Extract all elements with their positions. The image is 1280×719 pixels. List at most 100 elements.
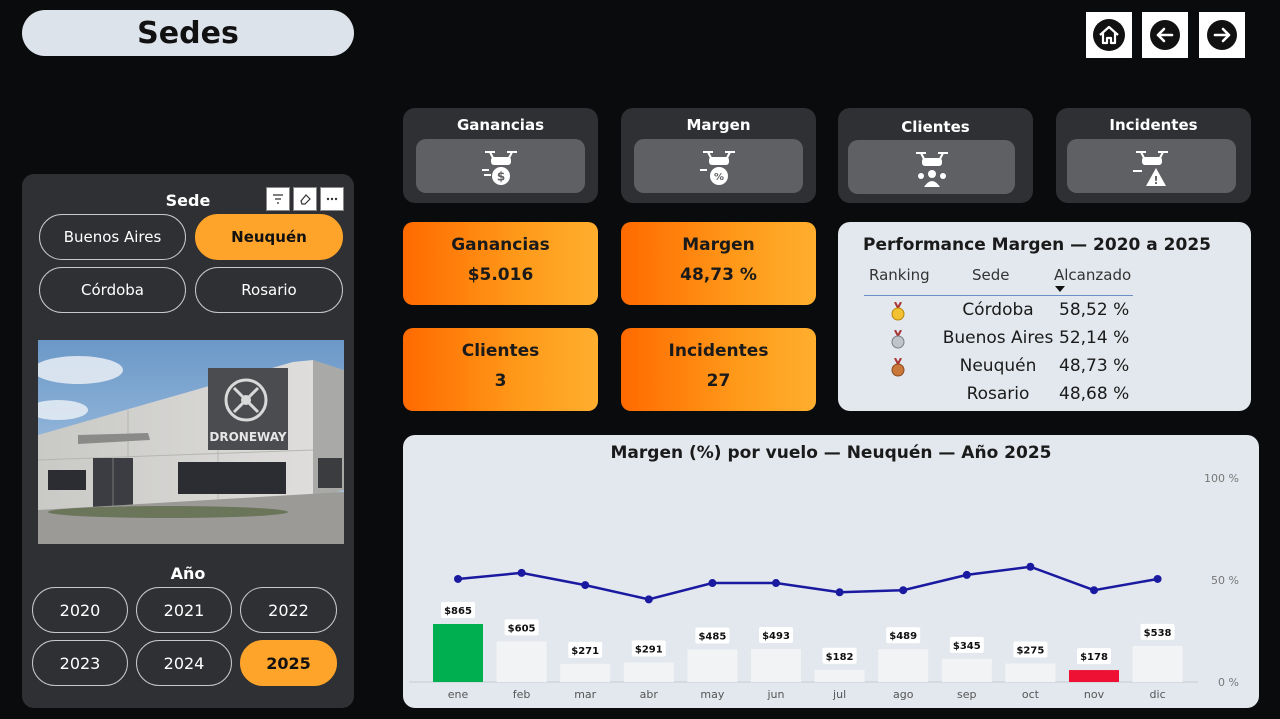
chart-title: Margen (%) por vuelo — Neuquén — Año 202… xyxy=(610,443,1052,463)
bar-ene xyxy=(433,624,483,682)
tile-ganancias[interactable]: Ganancias $ xyxy=(403,108,598,203)
row-value: 48,73 % xyxy=(1059,356,1130,376)
year-option-2021[interactable]: 2021 xyxy=(136,587,232,633)
bar-nov xyxy=(1069,670,1119,682)
tile-margen[interactable]: Margen % xyxy=(621,108,816,203)
kpi-value: 3 xyxy=(494,371,507,391)
drone-client-icon xyxy=(915,152,948,187)
tile-clientes[interactable]: Clientes xyxy=(838,108,1033,203)
year-option-2020[interactable]: 2020 xyxy=(32,587,128,633)
bar-mar xyxy=(560,663,611,682)
margin-point xyxy=(454,574,462,583)
row-sede: Córdoba xyxy=(962,300,1034,320)
kpi-label: Ganancias xyxy=(451,235,550,255)
bar-label: $605 xyxy=(508,623,536,634)
x-tick-label: dic xyxy=(1150,688,1166,701)
bar-label-bg xyxy=(949,636,984,653)
x-tick-label: abr xyxy=(640,688,659,701)
row-sede: Rosario xyxy=(966,384,1030,404)
header-sede[interactable]: Sede xyxy=(972,266,1010,284)
tile-label: Ganancias xyxy=(457,116,544,134)
bar-label: $291 xyxy=(635,644,663,655)
tile-label: Clientes xyxy=(901,118,970,136)
year-option-2024[interactable]: 2024 xyxy=(136,640,232,686)
year-option-2023[interactable]: 2023 xyxy=(32,640,128,686)
svg-text:!: ! xyxy=(1153,174,1158,187)
bar-label-bg xyxy=(695,627,730,644)
bar-label-bg xyxy=(1077,648,1111,665)
bar-label: $538 xyxy=(1144,628,1172,639)
home-button[interactable] xyxy=(1086,12,1132,58)
tile-button[interactable] xyxy=(848,140,1015,194)
sede-option-neuquen[interactable]: Neuquén xyxy=(195,214,343,260)
x-tick-label: may xyxy=(700,688,724,701)
kpi-margen-card: Margen 48,73 % xyxy=(621,222,816,305)
bar-label: $178 xyxy=(1080,652,1108,663)
back-button[interactable] xyxy=(1142,12,1188,58)
tile-button[interactable]: ! xyxy=(1067,139,1236,193)
y-tick-label: 50 % xyxy=(1211,574,1239,587)
more-options-button[interactable] xyxy=(320,187,344,211)
year-option-2025[interactable]: 2025 xyxy=(240,640,337,686)
tile-button[interactable]: $ xyxy=(416,139,585,193)
tile-label: Incidentes xyxy=(1109,116,1198,134)
sort-desc-icon xyxy=(1055,286,1065,292)
bar-label: $489 xyxy=(889,631,917,642)
bar-dic xyxy=(1132,645,1183,682)
filter-panel: Sede Buenos Aires Neuquén Córdoba Rosari… xyxy=(22,174,354,708)
row-value: 48,68 % xyxy=(1059,384,1130,404)
forward-button[interactable] xyxy=(1199,12,1245,58)
svg-text:$: $ xyxy=(496,170,504,184)
performance-title: Performance Margen — 2020 a 2025 xyxy=(863,235,1211,255)
bar-label-bg xyxy=(822,647,857,664)
row-sede: Neuquén xyxy=(959,356,1037,376)
header-ranking[interactable]: Ranking xyxy=(869,266,930,284)
silver-medal-icon xyxy=(891,330,905,349)
bar-label-bg xyxy=(759,626,793,643)
bar-label: $865 xyxy=(444,606,472,617)
row-sede: Buenos Aires xyxy=(942,328,1054,348)
sede-option-rosario[interactable]: Rosario xyxy=(195,267,343,313)
margin-point xyxy=(644,595,653,604)
tile-incidentes[interactable]: Incidentes ! xyxy=(1056,108,1251,203)
bar-may xyxy=(687,649,738,682)
margin-chart-panel: Margen (%) por vuelo — Neuquén — Año 202… xyxy=(403,435,1259,708)
bar-abr xyxy=(623,662,674,682)
x-tick-label: nov xyxy=(1084,688,1105,701)
sede-slicer-heading: Sede xyxy=(165,191,211,210)
building-sign-text: DRONEWAY xyxy=(209,430,286,444)
margin-point xyxy=(772,579,780,588)
kpi-label: Margen xyxy=(682,235,755,255)
drone-money-icon: $ xyxy=(481,151,517,185)
home-icon xyxy=(1093,19,1125,51)
kpi-label: Clientes xyxy=(461,341,540,361)
bar-label: $345 xyxy=(953,641,981,652)
slicer-header-icons xyxy=(266,187,344,211)
header-divider xyxy=(864,295,1133,296)
margin-point xyxy=(708,579,717,588)
filter-button[interactable] xyxy=(266,187,290,211)
bar-oct xyxy=(1005,663,1056,682)
x-tick-label: jul xyxy=(832,688,846,701)
arrow-left-icon xyxy=(1150,20,1180,50)
sede-option-cordoba[interactable]: Córdoba xyxy=(39,267,186,313)
kpi-incidentes-card: Incidentes 27 xyxy=(621,328,816,411)
bar-label: $485 xyxy=(698,631,726,642)
y-tick-label: 100 % xyxy=(1204,472,1239,485)
header-alcanzado[interactable]: Alcanzado xyxy=(1054,266,1132,284)
margin-point xyxy=(962,570,971,579)
x-tick-label: oct xyxy=(1022,688,1040,701)
year-option-2022[interactable]: 2022 xyxy=(240,587,337,633)
bar-label: $182 xyxy=(826,652,854,663)
more-icon xyxy=(326,197,338,201)
bar-ago xyxy=(878,649,929,682)
bar-label-bg xyxy=(441,602,475,618)
clear-selection-button[interactable] xyxy=(293,187,317,211)
bar-label-bg xyxy=(631,640,666,657)
performance-row: Rosario 48,68 % xyxy=(838,382,1251,410)
y-tick-label: 0 % xyxy=(1218,676,1239,689)
sede-option-buenos-aires[interactable]: Buenos Aires xyxy=(39,214,186,260)
tile-button[interactable]: % xyxy=(634,139,803,193)
margin-point xyxy=(1026,562,1035,571)
